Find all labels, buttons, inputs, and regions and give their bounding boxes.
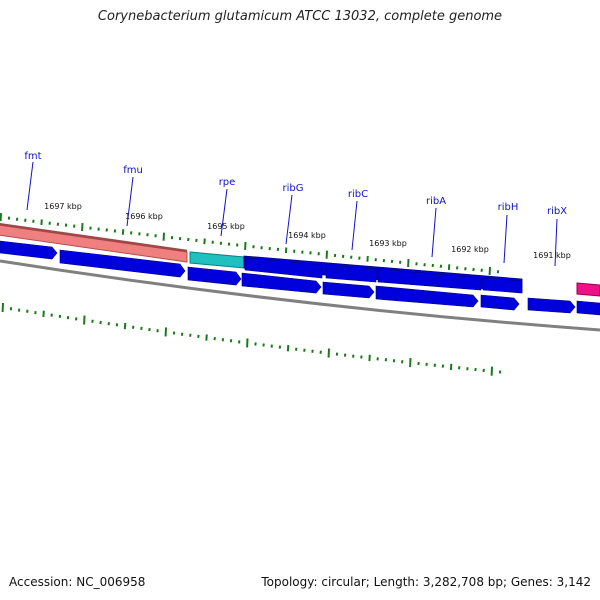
gene-label-ribA[interactable]: ribA xyxy=(426,196,446,207)
kbp-labels: 1697 kbp 1696 kbp 1695 kbp 1694 kbp 1693… xyxy=(44,202,571,260)
kbp-label: 1693 kbp xyxy=(369,239,407,248)
kbp-label: 1694 kbp xyxy=(288,231,326,240)
cds-arrow[interactable] xyxy=(527,297,576,314)
accession-label: Accession: NC_006958 xyxy=(9,575,146,589)
cds-arrow[interactable] xyxy=(377,268,482,291)
gene-label-fmt[interactable]: fmt xyxy=(24,151,41,162)
gene-label-leader xyxy=(285,194,293,245)
kbp-label: 1692 kbp xyxy=(451,245,489,254)
kbp-label: 1696 kbp xyxy=(125,212,163,221)
gene-label-ribC[interactable]: ribC xyxy=(348,189,368,200)
cds-arrow[interactable] xyxy=(244,257,323,279)
outer-tick-marks xyxy=(0,213,500,276)
gene-label-leader xyxy=(554,218,558,267)
tick-mark xyxy=(205,334,208,341)
gene-label-fmu[interactable]: fmu xyxy=(123,165,143,176)
map-title: Corynebacterium glutamicum ATCC 13032, c… xyxy=(97,9,503,24)
gene-labels: fmt fmu rpe ribG ribC ribA ribH ribX xyxy=(24,151,567,267)
gene-label-ribX[interactable]: ribX xyxy=(547,206,567,217)
inner-tick-marks xyxy=(1,302,502,376)
gene-label-leader xyxy=(220,188,228,237)
tick-mark xyxy=(121,229,125,235)
cds-arrow[interactable] xyxy=(480,294,520,311)
genome-summary: Topology: circular; Length: 3,282,708 bp… xyxy=(261,575,591,589)
tick-mark xyxy=(107,322,110,326)
gene-label-leader xyxy=(503,214,508,264)
cds-arrow[interactable] xyxy=(59,249,186,278)
tick-mark xyxy=(203,238,206,245)
kbp-label: 1697 kbp xyxy=(44,202,82,211)
cds-arrow[interactable] xyxy=(0,240,58,260)
cds-arrow[interactable] xyxy=(325,264,377,283)
gene-label-leader xyxy=(126,176,134,227)
gene-label-leader xyxy=(26,161,34,211)
gene-feature-cyan[interactable] xyxy=(189,251,245,269)
tick-mark xyxy=(105,228,108,232)
cds-arrow[interactable] xyxy=(482,277,523,294)
cds-arrow[interactable] xyxy=(375,285,479,308)
gene-feature-pink-edge xyxy=(0,223,188,253)
cds-arrow[interactable] xyxy=(187,266,242,286)
gene-label-leader xyxy=(431,207,437,258)
cds-arrow[interactable] xyxy=(576,300,600,316)
gene-label-ribG[interactable]: ribG xyxy=(283,183,304,194)
gene-label-ribH[interactable]: ribH xyxy=(498,202,519,213)
gene-label-leader xyxy=(351,200,358,251)
cds-lane-2 xyxy=(187,266,600,316)
cds-arrow[interactable] xyxy=(241,272,322,294)
cds-lane-1 xyxy=(0,240,523,294)
gene-label-rpe[interactable]: rpe xyxy=(219,177,236,188)
kbp-label: 1695 kbp xyxy=(207,222,245,231)
kbp-label: 1691 kbp xyxy=(533,251,571,260)
tick-mark xyxy=(123,322,127,330)
gene-feature-magenta[interactable] xyxy=(576,282,600,297)
genome-backbone xyxy=(0,259,600,332)
cds-arrow[interactable] xyxy=(322,281,375,299)
